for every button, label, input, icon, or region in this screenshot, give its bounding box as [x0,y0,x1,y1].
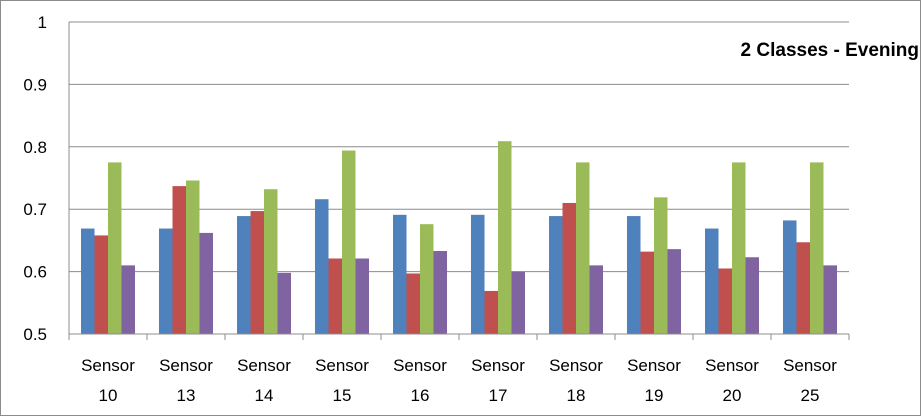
bar-series-4 [199,232,213,334]
x-tick-label: 20 [723,386,742,405]
bar-series-2 [94,235,108,334]
x-tick-label: 17 [489,386,508,405]
bar-series-1 [237,216,251,334]
x-tick-label: Sensor [393,356,447,375]
bar-series-1 [705,228,719,334]
bar-series-1 [549,216,563,334]
bar-series-1 [783,220,797,334]
x-tick-label: Sensor [159,356,213,375]
bar-series-3 [342,150,356,334]
y-tick-label: 0.7 [23,200,47,219]
y-tick-label: 0.6 [23,263,47,282]
bars [81,141,837,334]
x-tick-label: Sensor [81,356,135,375]
y-tick-label: 0.8 [23,138,47,157]
bar-series-2 [640,251,654,334]
bar-series-3 [654,197,668,334]
bar-series-4 [355,258,369,334]
bar-series-2 [562,202,576,334]
bar-series-3 [810,162,824,334]
bar-series-4 [433,251,447,334]
bar-series-2 [406,273,420,334]
bar-series-3 [576,162,590,334]
bar-series-3 [108,162,122,334]
axes [68,22,850,340]
x-tick-label: Sensor [471,356,525,375]
x-tick-label: Sensor [627,356,681,375]
y-tick-label: 0.5 [23,325,47,344]
y-tick-labels: 0.5 0.6 0.7 0.8 0.9 1 [23,13,47,344]
bar-series-1 [315,199,329,334]
bar-series-4 [589,265,603,334]
x-tick-label: 13 [177,386,196,405]
x-tick-label: 15 [333,386,352,405]
bar-series-2 [718,268,732,334]
x-tick-label: 10 [99,386,118,405]
bar-series-1 [81,228,95,334]
bar-series-3 [420,224,434,334]
bar-series-2 [328,258,342,334]
x-tick-label: Sensor [783,356,837,375]
bar-series-4 [511,271,525,334]
bar-series-4 [745,257,759,334]
bar-series-4 [823,265,837,334]
bar-series-1 [627,216,641,334]
bar-series-2 [796,242,810,334]
bar-series-2 [250,211,264,334]
x-tick-label: Sensor [549,356,603,375]
x-tick-label: Sensor [705,356,759,375]
bar-series-2 [172,186,186,334]
y-tick-label: 1 [38,13,47,32]
bar-series-3 [498,141,512,334]
x-tick-label: 25 [801,386,820,405]
chart-title: 2 Classes - Evening [741,40,919,61]
bar-series-1 [159,228,173,334]
x-tick-label: 14 [255,386,274,405]
y-tick-label: 0.9 [23,75,47,94]
bar-series-2 [484,290,498,334]
bar-series-1 [471,214,485,334]
x-tick-label: Sensor [315,356,369,375]
bar-series-3 [732,162,746,334]
x-tick-labels: Sensor 10 Sensor 13 Sensor 14 Sensor 15 Sensor 16… [81,356,837,405]
x-tick-label: 16 [411,386,430,405]
bar-series-3 [186,180,200,334]
bar-series-4 [121,265,135,334]
bar-series-4 [277,272,291,334]
x-tick-label: Sensor [237,356,291,375]
x-tick-label: 19 [645,386,664,405]
bar-series-4 [667,249,681,334]
bar-series-1 [393,214,407,334]
x-tick-label: 18 [567,386,586,405]
bar-series-3 [264,189,278,334]
